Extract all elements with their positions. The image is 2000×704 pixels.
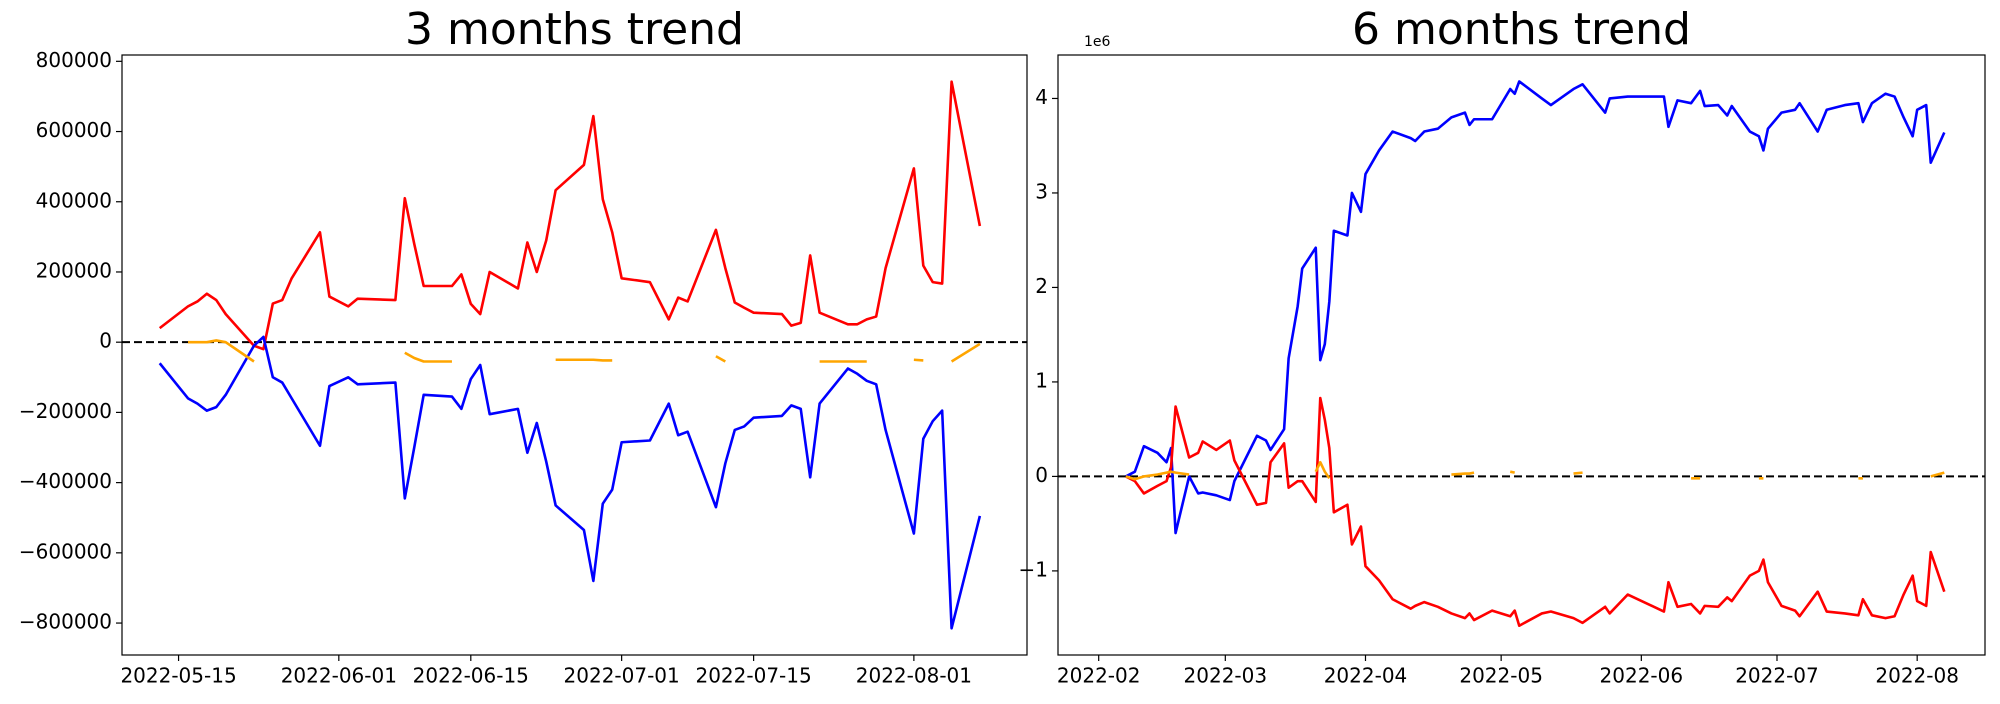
chart-title: 6 months trend <box>1352 4 1691 55</box>
y-tick-label: 0 <box>99 329 112 353</box>
x-tick-label: 2022-08 <box>1875 664 1959 688</box>
series-line <box>158 80 982 351</box>
x-tick-label: 2022-08-01 <box>856 664 972 688</box>
y-tick-label: −200000 <box>19 399 112 423</box>
y-tick-label: 1 <box>1035 368 1048 392</box>
chart: 3 months trend −800000 −600000 −400000 −2000… <box>19 4 1028 688</box>
plot-area <box>122 80 1027 630</box>
plot-area <box>1058 80 1985 628</box>
x-tick-label: 2022-02 <box>1057 664 1141 688</box>
axes-frame <box>121 54 1028 656</box>
x-tick-label: 2022-06-15 <box>413 664 529 688</box>
chart: 6 months trend 1e6 −1 0 1 2 3 4 2022-02 2022-03 20… <box>1019 4 1986 688</box>
y-tick-label: −1 <box>1019 557 1048 581</box>
axes-frame <box>1057 54 1986 656</box>
y-tick-label: 0 <box>1035 463 1048 487</box>
y-tick-label: 3 <box>1035 179 1048 203</box>
x-tick-label: 2022-05-15 <box>120 664 236 688</box>
x-tick-label: 2022-06 <box>1600 664 1684 688</box>
y-tick-label: 600000 <box>36 118 112 142</box>
y-tick-label: 200000 <box>36 258 112 282</box>
series-line <box>158 335 982 630</box>
y-tick-label: 4 <box>1035 85 1048 109</box>
x-tick-label: 2022-03 <box>1184 664 1268 688</box>
y-tick-label: 2 <box>1035 274 1048 298</box>
series-line <box>1125 460 1945 481</box>
chart-title: 3 months trend <box>405 4 744 55</box>
x-tick-label: 2022-07 <box>1735 664 1819 688</box>
x-tick-label: 2022-04 <box>1324 664 1408 688</box>
series-line <box>187 339 981 363</box>
x-tick-label: 2022-07-01 <box>564 664 680 688</box>
series-line <box>1125 396 1946 628</box>
y-tick-label: −800000 <box>19 610 112 634</box>
y-tick-label: 400000 <box>36 188 112 212</box>
x-tick-label: 2022-05 <box>1459 664 1543 688</box>
x-tick-label: 2022-07-15 <box>695 664 811 688</box>
y-tick-label: −600000 <box>19 539 112 563</box>
series-line <box>1125 80 1946 535</box>
x-tick-label: 2022-06-01 <box>281 664 397 688</box>
axis-offset-label: 1e6 <box>1084 34 1111 50</box>
y-tick-label: 800000 <box>36 48 112 72</box>
y-tick-label: −400000 <box>19 469 112 493</box>
